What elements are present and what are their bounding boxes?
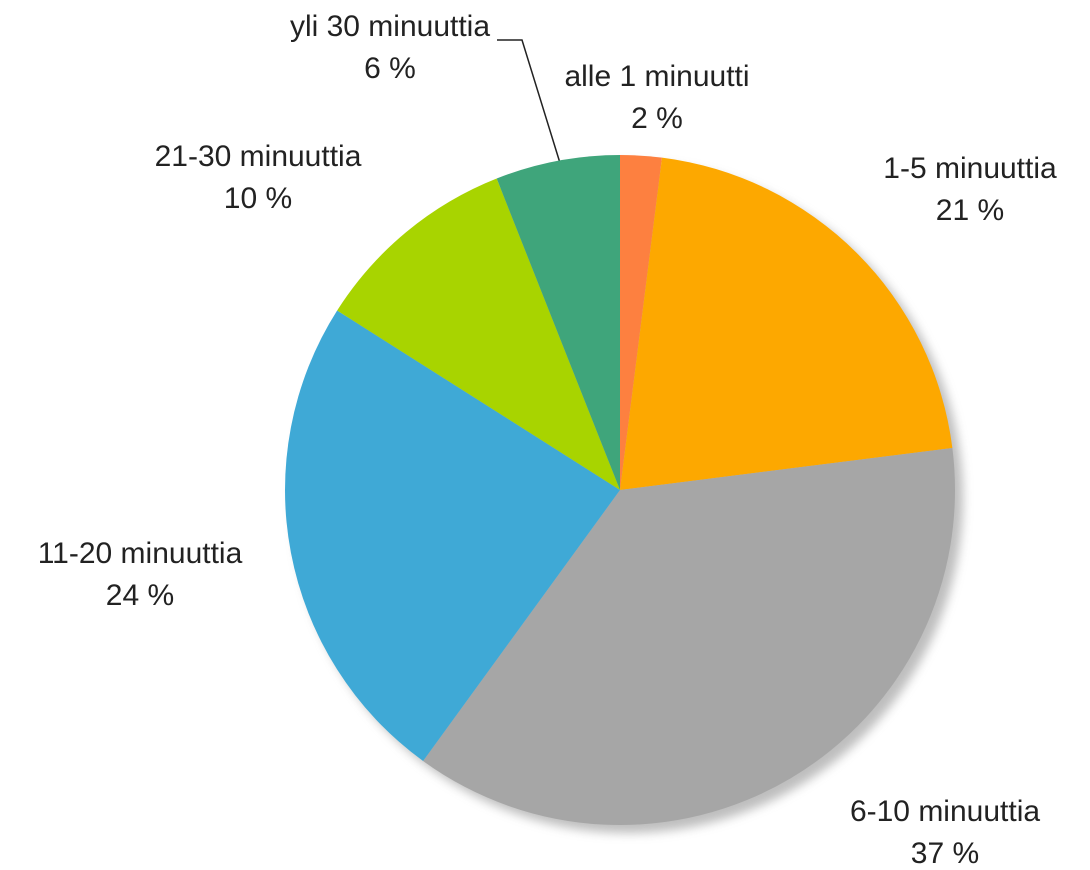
slice-label: 11-20 minuuttia xyxy=(38,537,243,570)
slice-label: 21-30 minuuttia xyxy=(155,140,362,173)
pie-slice xyxy=(337,178,620,490)
leader-line xyxy=(497,39,561,164)
pie-slice xyxy=(284,310,620,762)
slice-label: yli 30 minuuttia xyxy=(290,10,490,43)
value-label: 2 % xyxy=(631,102,683,135)
pie-slice xyxy=(496,155,620,490)
slice-label: 1-5 minuuttia xyxy=(883,152,1057,185)
slice-label: alle 1 minuutti xyxy=(564,60,749,93)
value-label: 37 % xyxy=(911,837,979,870)
pie-slice xyxy=(620,157,953,490)
value-label: 6 % xyxy=(364,52,416,85)
pie-slice xyxy=(620,155,662,490)
value-label: 21 % xyxy=(936,194,1004,227)
value-label: 24 % xyxy=(106,579,174,612)
slice-label: 6-10 minuuttia xyxy=(850,795,1040,828)
pie-slice xyxy=(423,448,956,825)
value-label: 10 % xyxy=(224,182,292,215)
